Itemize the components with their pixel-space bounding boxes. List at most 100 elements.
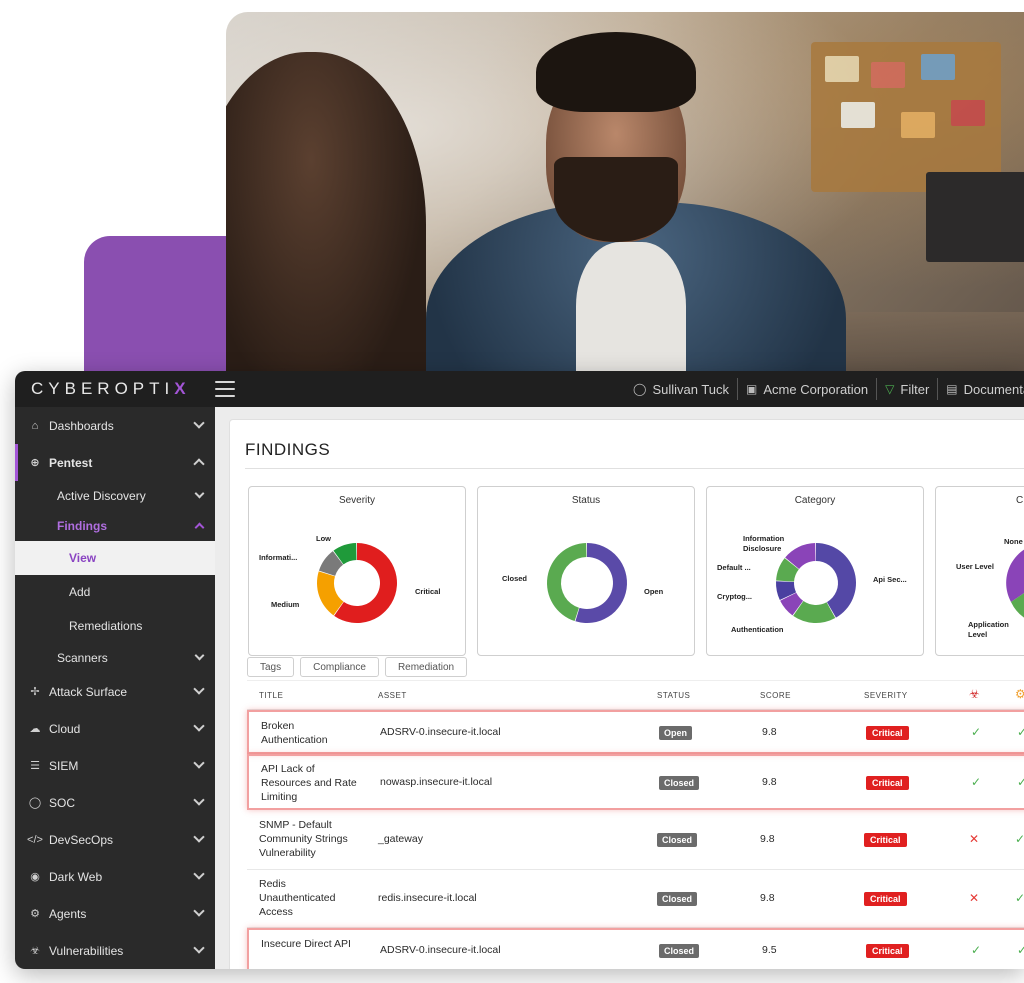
app-window: CYBEROPTIX ◯ Sullivan Tuck ▣ Acme Corpor… bbox=[15, 371, 1024, 969]
category-label-api-security: Api Sec... bbox=[873, 575, 907, 584]
category-label-information: Information bbox=[743, 534, 785, 543]
donut-slice[interactable] bbox=[547, 543, 587, 622]
crosshair-icon: ⊕ bbox=[30, 457, 40, 469]
chevron-down-icon bbox=[193, 757, 205, 769]
table-row[interactable]: SNMP - Default Community Strings Vulnerabi… bbox=[247, 810, 1024, 870]
database-icon: ☰ bbox=[30, 760, 40, 772]
status-chart-card[interactable]: Status Closed Open bbox=[477, 486, 695, 656]
filter-icon: ▽ bbox=[885, 382, 895, 396]
severity-label-medium: Medium bbox=[271, 600, 300, 609]
findings-table: TITLE ASSET STATUS SCORE SEVERITY ☣ ⚙ Br… bbox=[247, 680, 1024, 969]
check-icon: ✓ bbox=[971, 943, 982, 957]
header-status[interactable]: STATUS bbox=[657, 691, 691, 700]
category-label-default: Default ... bbox=[717, 563, 751, 572]
sidebar-item-devsecops[interactable]: </> DevSecOps bbox=[15, 821, 215, 858]
donut-slice[interactable] bbox=[334, 543, 397, 623]
severity-chart-card[interactable]: Severity Low Informati... Medium Critica… bbox=[248, 486, 466, 656]
donut-slice[interactable] bbox=[816, 543, 856, 618]
eye-icon: ◉ bbox=[30, 871, 40, 883]
category-chart-title: Category bbox=[794, 495, 836, 506]
severity-chart-title: Severity bbox=[338, 495, 376, 506]
sidebar-item-scanners[interactable]: Scanners bbox=[15, 643, 215, 673]
donut-slice[interactable] bbox=[317, 571, 344, 616]
tab-tags[interactable]: Tags bbox=[247, 657, 295, 677]
header-severity[interactable]: SEVERITY bbox=[864, 691, 908, 700]
agent-icon: ⚙ bbox=[30, 908, 40, 920]
sidebar-item-cloud[interactable]: ☁ Cloud bbox=[15, 710, 215, 747]
sidebar-item-dashboards[interactable]: ⌂ Dashboards bbox=[15, 407, 215, 444]
sidebar-item-attack-surface[interactable]: ✢ Attack Surface bbox=[15, 673, 215, 710]
row-score: 9.5 bbox=[762, 944, 777, 956]
privilege-slice bbox=[1006, 549, 1024, 602]
privilege-chart-card[interactable]: C None User Level Application Level bbox=[935, 486, 1024, 656]
severity-label-low: Low bbox=[316, 534, 331, 543]
topbar-actions: ◯ Sullivan Tuck ▣ Acme Corporation ▽ Fil… bbox=[625, 371, 1024, 407]
donut-slice[interactable] bbox=[785, 543, 816, 569]
privilege-donut bbox=[1006, 549, 1024, 618]
table-row[interactable]: Insecure Direct API ADSRV-0.insecure-it.… bbox=[247, 928, 1024, 969]
sidebar-item-dark-web[interactable]: ◉ Dark Web bbox=[15, 858, 215, 895]
row-asset: redis.insecure-it.local bbox=[378, 892, 477, 904]
donut-slice[interactable] bbox=[575, 543, 627, 623]
biohazard-icon: ☣ bbox=[30, 945, 40, 957]
documentation-link[interactable]: ▤ Documentation bbox=[946, 381, 1024, 397]
findings-panel: FINDINGS Severity Low Informati... Mediu… bbox=[229, 419, 1024, 969]
sidebar-item-soc[interactable]: ◯ SOC bbox=[15, 784, 215, 821]
sidebar-item-siem[interactable]: ☰ SIEM bbox=[15, 747, 215, 784]
cross-icon: ✕ bbox=[969, 832, 980, 846]
sidebar-item-add[interactable]: Add bbox=[69, 585, 91, 599]
row-asset: nowasp.insecure-it.local bbox=[380, 776, 493, 788]
row-score: 9.8 bbox=[760, 833, 775, 845]
status-label-open: Open bbox=[644, 587, 664, 596]
status-badge: Closed bbox=[657, 892, 698, 906]
sidebar-item-remediations[interactable]: Remediations bbox=[69, 619, 143, 633]
privilege-chart-title: C bbox=[1016, 495, 1024, 506]
sidebar-item-findings[interactable]: Findings bbox=[15, 511, 215, 541]
home-icon: ⌂ bbox=[31, 419, 39, 432]
org-selector[interactable]: ▣ Acme Corporation bbox=[738, 378, 878, 400]
donut-slice[interactable] bbox=[793, 601, 836, 623]
donut-slice[interactable] bbox=[318, 551, 344, 576]
category-chart-card[interactable]: Category Information Disclosure Default … bbox=[706, 486, 924, 656]
check-icon: ✓ bbox=[971, 725, 982, 739]
chevron-down-icon bbox=[194, 488, 205, 499]
header-score[interactable]: SCORE bbox=[760, 691, 791, 700]
row-asset: ADSRV-0.insecure-it.local bbox=[380, 944, 501, 956]
topbar: CYBEROPTIX ◯ Sullivan Tuck ▣ Acme Corpor… bbox=[15, 371, 1024, 407]
donut-slice[interactable] bbox=[333, 543, 357, 565]
findings-tabs: Tags Compliance Remediation bbox=[247, 657, 468, 677]
category-label-disclosure: Disclosure bbox=[743, 544, 782, 553]
donut-slice[interactable] bbox=[776, 558, 799, 582]
brand-logo[interactable]: CYBEROPTIX bbox=[31, 379, 191, 398]
filter-button[interactable]: ▽ Filter bbox=[877, 378, 939, 400]
severity-donut bbox=[317, 543, 397, 623]
sidebar-item-active-discovery[interactable]: Active Discovery bbox=[15, 481, 215, 511]
privilege-slice bbox=[1011, 593, 1024, 618]
table-row[interactable]: API Lack of Resources and Rate Limiting no… bbox=[247, 754, 1024, 810]
status-badge: Closed bbox=[657, 833, 698, 847]
sidebar-item-pentest[interactable]: ⊕ Pentest bbox=[15, 444, 215, 481]
sidebar-item-agents[interactable]: ⚙ Agents bbox=[15, 895, 215, 932]
row-score: 9.8 bbox=[760, 892, 775, 904]
table-row[interactable]: Broken Authentication ADSRV-0.insecure-it… bbox=[247, 710, 1024, 754]
chevron-down-icon bbox=[193, 794, 205, 806]
privilege-label-application: Application bbox=[968, 620, 1009, 629]
donut-slice[interactable] bbox=[776, 581, 797, 601]
sidebar-item-vulnerabilities[interactable]: ☣ Vulnerabilities bbox=[15, 932, 215, 969]
title-divider bbox=[245, 468, 1024, 469]
tab-compliance[interactable]: Compliance bbox=[300, 657, 379, 677]
menu-toggle-button[interactable] bbox=[215, 381, 235, 397]
header-title[interactable]: TITLE bbox=[259, 691, 284, 700]
table-row[interactable]: Redis Unauthenticated Access redis.insecur… bbox=[247, 870, 1024, 928]
sidebar-item-view[interactable]: View bbox=[15, 541, 215, 575]
status-donut bbox=[547, 543, 627, 623]
user-menu[interactable]: ◯ Sullivan Tuck bbox=[625, 378, 739, 400]
tab-remediation[interactable]: Remediation bbox=[384, 657, 468, 677]
header-asset[interactable]: ASSET bbox=[378, 691, 407, 700]
privilege-label-none: None bbox=[1004, 537, 1023, 546]
check-icon: ✓ bbox=[1017, 943, 1024, 957]
status-badge: Open bbox=[659, 726, 693, 740]
donut-slice[interactable] bbox=[780, 592, 804, 616]
chevron-down-icon bbox=[193, 905, 205, 917]
